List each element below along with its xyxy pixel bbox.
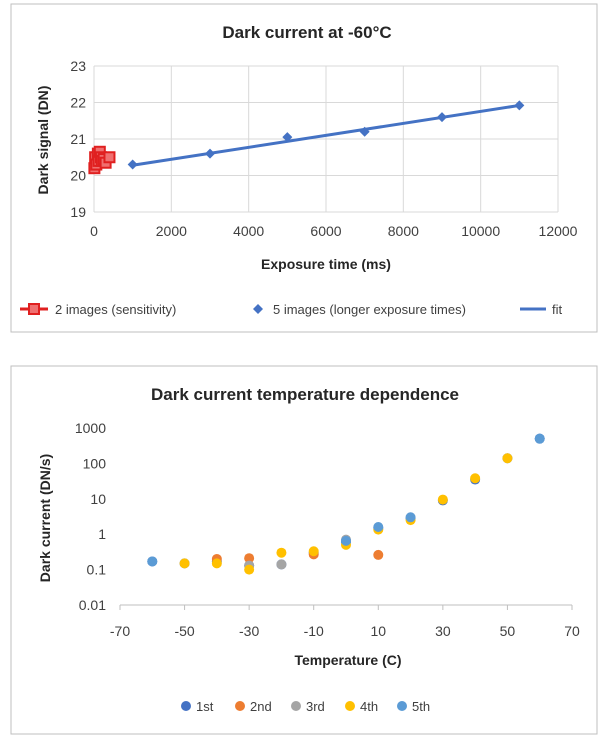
chart-2-y-tick-label: 10 [90, 491, 106, 507]
chart-1-legend: 2 images (sensitivity) 5 images (longer … [20, 302, 563, 317]
chart-2-frame [10, 365, 598, 735]
chart-1-title: Dark current at -60°C [222, 23, 391, 42]
chart-1-y-tick-label: 21 [70, 131, 86, 147]
longer-exposure-point [437, 112, 447, 123]
legend-label-1st: 1st [196, 699, 214, 714]
legend-label-sensitivity: 2 images (sensitivity) [55, 302, 176, 317]
temperature-point-4th [211, 558, 222, 569]
chart-2-y-tick-label: 0.1 [87, 562, 107, 578]
temperature-point-5th [405, 512, 416, 523]
chart-2-x-tick-label: -30 [239, 623, 259, 639]
legend-marker-1st [181, 701, 191, 711]
chart-1-x-tick-label: 4000 [233, 223, 264, 239]
temperature-point-4th [437, 494, 448, 505]
chart-2-x-tick-label: 10 [370, 623, 386, 639]
chart-1-x-tick-label: 12000 [539, 223, 578, 239]
temperature-point-4th [179, 558, 190, 569]
sensitivity-point [103, 151, 116, 164]
temperature-point-5th [373, 521, 384, 532]
chart-2-axis [119, 604, 573, 610]
temperature-point-2nd [244, 553, 255, 564]
legend-label-3rd: 3rd [306, 699, 325, 714]
chart-1-x-tick-label: 8000 [388, 223, 419, 239]
chart-1-y-tick-label: 20 [70, 168, 86, 184]
temperature-point-4th [470, 473, 481, 484]
chart-2-x-tick-label: 50 [500, 623, 516, 639]
chart-2-ticks: -70 -50 -30 -10 10 30 50 70 0.01 0.1 1 10 100 1000 [75, 420, 580, 639]
chart-2-y-tick-label: 1 [98, 526, 106, 542]
chart-2-x-tick-label: -10 [304, 623, 324, 639]
temperature-point-4th [244, 564, 255, 575]
legend-marker-2nd [235, 701, 245, 711]
legend-label-fit: fit [552, 302, 563, 317]
legend-diamond-marker [253, 304, 263, 314]
temperature-point-5th [147, 556, 158, 567]
longer-exposure-point [205, 148, 215, 159]
temperature-point-4th [308, 546, 319, 557]
temperature-point-5th [534, 433, 545, 444]
longer-exposure-point [282, 132, 293, 143]
chart-1-x-tick-label: 2000 [156, 223, 187, 239]
chart-2-y-tick-label: 0.01 [79, 597, 106, 613]
legend-label-2nd: 2nd [250, 699, 272, 714]
chart-2-y-tick-label: 100 [83, 455, 107, 471]
legend-marker-5th [397, 701, 407, 711]
chart-2-title: Dark current temperature dependence [151, 385, 459, 404]
chart-2-x-tick-label: -70 [110, 623, 130, 639]
legend-label-longer-exposure: 5 images (longer exposure times) [273, 302, 466, 317]
chart-2-legend: 1st 2nd 3rd 4th 5th [181, 699, 430, 714]
chart-1-marks [88, 100, 525, 175]
chart-2-x-tick-label: -50 [174, 623, 194, 639]
longer-exposure-point [127, 159, 138, 170]
chart-1-grid [93, 65, 559, 213]
chart-1-x-tick-label: 10000 [461, 223, 500, 239]
chart-1-y-tick-label: 23 [70, 58, 86, 74]
chart-2-x-axis-title: Temperature (C) [294, 652, 401, 668]
legend-label-4th: 4th [360, 699, 378, 714]
chart-1-y-axis-title: Dark signal (DN) [35, 86, 51, 195]
chart-2-marks [147, 433, 545, 575]
longer-exposure-point [359, 126, 370, 137]
chart-1-y-tick-label: 19 [70, 204, 86, 220]
legend-square-marker [28, 303, 40, 315]
chart-1-x-axis-title: Exposure time (ms) [261, 256, 391, 272]
legend-marker-4th [345, 701, 355, 711]
chart-2-x-tick-label: 70 [564, 623, 580, 639]
chart-1-y-tick-label: 22 [70, 95, 86, 111]
longer-exposure-point [514, 100, 525, 111]
temperature-point-2nd [373, 549, 384, 560]
chart-2-y-axis-title: Dark current (DN/s) [37, 454, 53, 582]
legend-marker-3rd [291, 701, 301, 711]
chart-2-x-tick-label: 30 [435, 623, 451, 639]
legend-label-5th: 5th [412, 699, 430, 714]
chart-1-x-tick-label: 6000 [310, 223, 341, 239]
temperature-point-4th [502, 453, 513, 464]
temperature-point-5th [341, 535, 351, 546]
chart-1-x-tick-label: 0 [90, 223, 98, 239]
chart-1-ticks: 0 2000 4000 6000 8000 10000 12000 19 20 21 22 23 [70, 58, 577, 239]
fit-line [132, 103, 520, 167]
chart-2-y-tick-label: 1000 [75, 420, 106, 436]
temperature-point-4th [276, 547, 287, 558]
temperature-point-3rd [276, 559, 287, 570]
